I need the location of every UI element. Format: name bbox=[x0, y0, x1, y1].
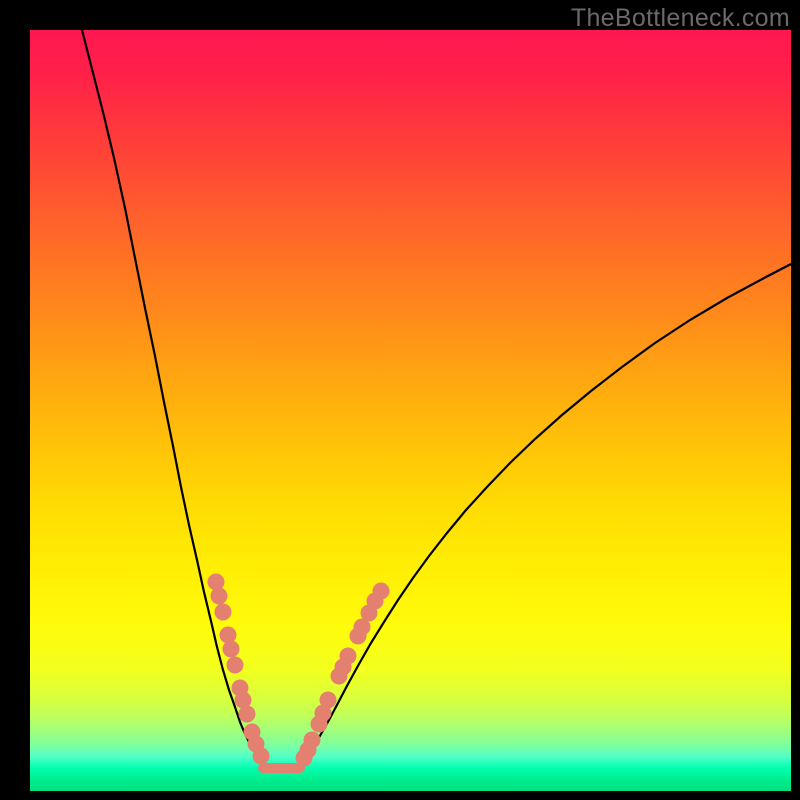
curve-left bbox=[82, 30, 273, 768]
watermark: TheBottleneck.com bbox=[571, 4, 790, 33]
curve-right bbox=[293, 264, 791, 768]
chart-layer bbox=[30, 30, 791, 791]
markers-left bbox=[208, 574, 270, 765]
watermark-text: TheBottleneck.com bbox=[571, 4, 790, 32]
markers-right bbox=[296, 583, 390, 767]
plot-area bbox=[30, 30, 791, 791]
